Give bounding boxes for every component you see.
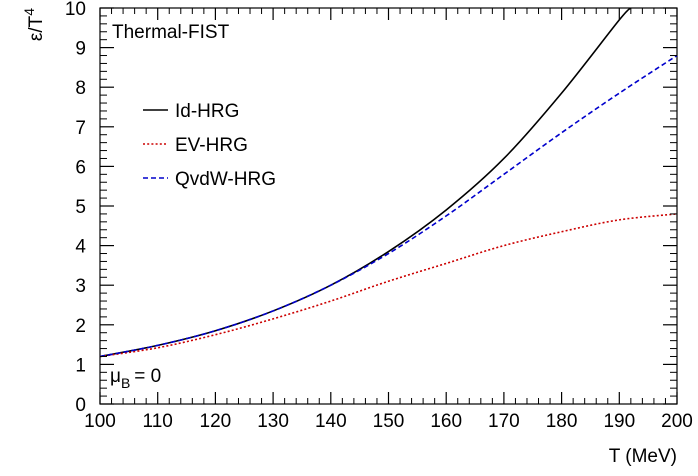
- x-tick-label: 160: [430, 411, 462, 432]
- legend-label-ev-hrg: EV-HRG: [175, 135, 248, 156]
- x-tick-label: 110: [143, 411, 173, 432]
- ticks-layer: [99, 7, 678, 405]
- y-tick-label: 1: [75, 355, 86, 376]
- x-axis-title: T (MeV): [609, 446, 677, 467]
- legend-label-id-hrg: Id-HRG: [175, 101, 239, 122]
- x-tick-label: 100: [84, 411, 116, 432]
- x-tick-label: 120: [200, 411, 232, 432]
- y-tick-label: 9: [75, 39, 86, 60]
- x-tick-label: 150: [373, 411, 405, 432]
- y-axis-title: ε/T4: [21, 8, 47, 41]
- legend-label-qvdw-hrg: QvdW-HRG: [175, 169, 276, 190]
- series-line-qvdw-hrg: [99, 54, 678, 358]
- y-tick-label: 4: [75, 237, 86, 258]
- y-tick-label: 8: [75, 78, 86, 99]
- x-tick-label: 170: [488, 411, 520, 432]
- mu-symbol: μ: [110, 366, 121, 387]
- y-tick-label: 0: [75, 395, 86, 416]
- y-tick-label: 2: [75, 316, 86, 337]
- y-axis-title-main: ε/T: [26, 15, 47, 41]
- x-tick-label: 130: [257, 411, 289, 432]
- plot-area: [99, 7, 678, 405]
- y-tick-label: 5: [75, 197, 86, 218]
- x-tick-label: 200: [661, 411, 693, 432]
- y-tick-label: 7: [75, 118, 86, 139]
- y-tick-label: 3: [75, 276, 86, 297]
- y-tick-label: 6: [75, 157, 86, 178]
- thermal-fist-label: Thermal-FIST: [112, 22, 230, 43]
- x-tick-label: 190: [603, 411, 635, 432]
- x-tick-label: 180: [546, 411, 578, 432]
- series-line-ev-hrg: [99, 213, 678, 358]
- plot-frame: [99, 7, 678, 405]
- mu-b-annotation: μB = 0: [110, 366, 161, 391]
- series-layer: [99, 7, 678, 358]
- legend: Id-HRG EV-HRG QvdW-HRG: [143, 101, 276, 190]
- mu-value: = 0: [134, 366, 161, 387]
- y-axis-title-sup: 4: [21, 8, 37, 16]
- mu-subscript: B: [121, 375, 130, 391]
- series-line-id-hrg: [99, 7, 632, 358]
- y-tick-label: 10: [65, 0, 86, 20]
- x-tick-label: 140: [315, 411, 347, 432]
